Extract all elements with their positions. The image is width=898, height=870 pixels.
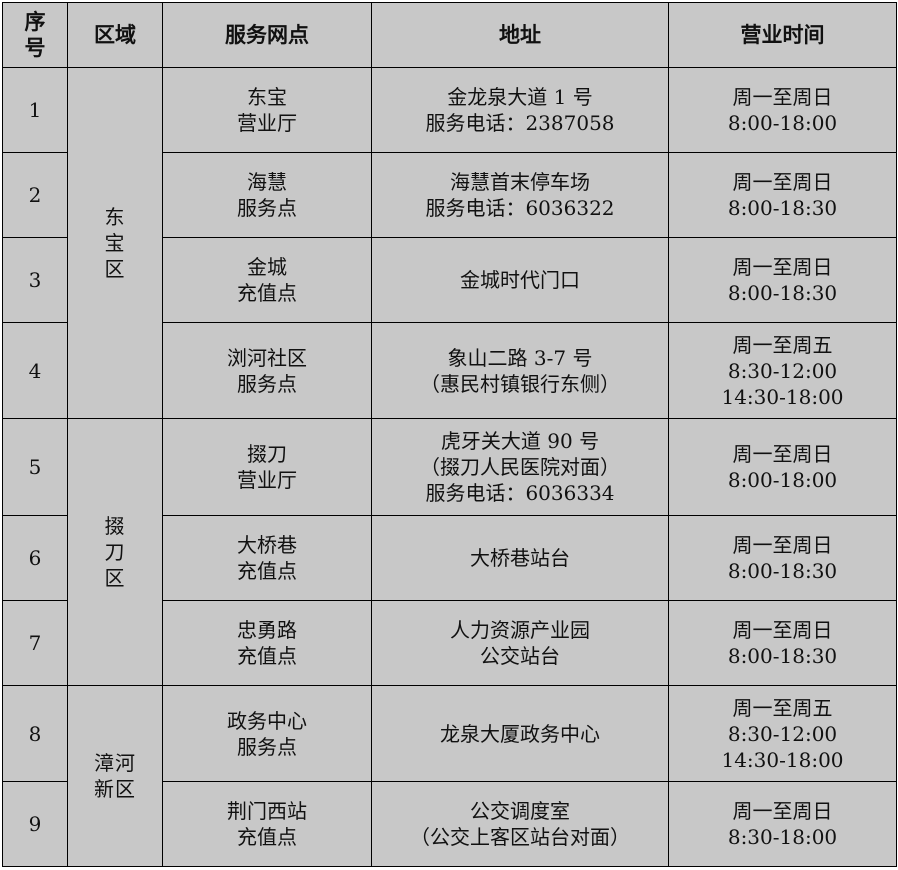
row-number: 8 [2, 685, 68, 782]
row-number: 7 [2, 600, 68, 686]
table-row: 1 东 宝 区 东宝 营业厅 金龙泉大道 1 号 服务电话：2387058 周一… [2, 67, 897, 419]
service-point: 政务中心 服务点 [162, 685, 372, 782]
header-address: 地址 [371, 2, 669, 68]
address: 金龙泉大道 1 号 服务电话：2387058 [371, 67, 669, 153]
service-point: 掇刀 营业厅 [162, 418, 372, 516]
hours: 周一至周日 8:00-18:30 [668, 237, 897, 323]
table-row: 5 掇 刀 区 掇刀 营业厅 虎牙关大道 90 号 （掇刀人民医院对面） 服务电… [2, 418, 897, 686]
header-service-point: 服务网点 [162, 2, 372, 68]
address: 大桥巷站台 [371, 515, 669, 601]
row-number: 3 [2, 237, 68, 323]
row-number: 6 [2, 515, 68, 601]
header-hours: 营业时间 [668, 2, 897, 68]
hours: 周一至周日 8:00-18:00 [668, 418, 897, 516]
address: 公交调度室 （公交上客区站台对面） [371, 781, 669, 867]
header-row: 序 号 区域 服务网点 地址 营业时间 [2, 2, 897, 68]
hours: 周一至周日 8:30-18:00 [668, 781, 897, 867]
service-point: 浏河社区 服务点 [162, 322, 372, 419]
service-point: 忠勇路 充值点 [162, 600, 372, 686]
row-number: 5 [2, 418, 68, 516]
service-point: 大桥巷 充值点 [162, 515, 372, 601]
service-point: 荆门西站 充值点 [162, 781, 372, 867]
service-point: 金城 充值点 [162, 237, 372, 323]
address: 金城时代门口 [371, 237, 669, 323]
hours: 周一至周日 8:00-18:30 [668, 152, 897, 238]
hours: 周一至周五 8:30-12:00 14:30-18:00 [668, 322, 897, 419]
table-row: 2 海慧 服务点 海慧首末停车场 服务电话：6036322 周一至周日 8:00… [2, 152, 897, 238]
address: 象山二路 3-7 号 （惠民村镇银行东侧） [371, 322, 669, 419]
service-point: 东宝 营业厅 [162, 67, 372, 153]
table-row: 8 漳河 新区 政务中心 服务点 龙泉大厦政务中心 周一至周五 8:30-12:… [2, 685, 897, 867]
row-number: 4 [2, 322, 68, 419]
table-row: 4 浏河社区 服务点 象山二路 3-7 号 （惠民村镇银行东侧） 周一至周五 8… [2, 322, 897, 419]
address: 海慧首末停车场 服务电话：6036322 [371, 152, 669, 238]
district-duodao: 掇 刀 区 [67, 418, 163, 686]
row-number: 2 [2, 152, 68, 238]
hours: 周一至周日 8:00-18:30 [668, 600, 897, 686]
hours: 周一至周日 8:00-18:00 [668, 67, 897, 153]
address: 人力资源产业园 公交站台 [371, 600, 669, 686]
address: 虎牙关大道 90 号 （掇刀人民医院对面） 服务电话：6036334 [371, 418, 669, 516]
address: 龙泉大厦政务中心 [371, 685, 669, 782]
hours: 周一至周日 8:00-18:30 [668, 515, 897, 601]
row-number: 1 [2, 67, 68, 153]
table-row: 9 荆门西站 充值点 公交调度室 （公交上客区站台对面） 周一至周日 8:30-… [2, 781, 897, 867]
header-district: 区域 [67, 2, 163, 68]
service-point: 海慧 服务点 [162, 152, 372, 238]
header-no: 序 号 [2, 2, 68, 68]
row-number: 9 [2, 781, 68, 867]
table-row: 7 忠勇路 充值点 人力资源产业园 公交站台 周一至周日 8:00-18:30 [2, 600, 897, 686]
district-zhanghe: 漳河 新区 [67, 685, 163, 867]
district-dongbao: 东 宝 区 [67, 67, 163, 419]
hours: 周一至周五 8:30-12:00 14:30-18:00 [668, 685, 897, 782]
table-row: 3 金城 充值点 金城时代门口 周一至周日 8:00-18:30 [2, 237, 897, 323]
